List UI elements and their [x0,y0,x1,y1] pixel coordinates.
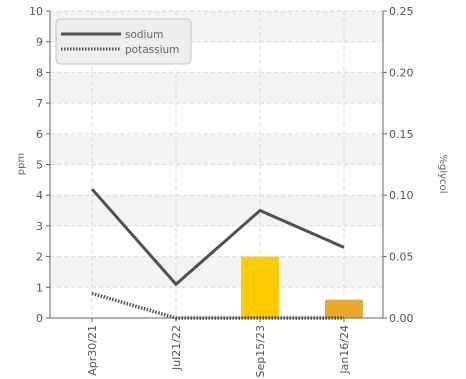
legend: sodium potassium [55,18,192,65]
y-tick-label: 7 [36,97,43,110]
y2-tick-label: 0.15 [389,128,414,141]
y-tick-label: 3 [36,220,43,233]
y-tick-label: 2 [36,251,43,264]
y-tick-label: 6 [36,128,43,141]
grid-band [50,133,383,165]
x-tick-label: Sep15/23 [254,325,267,377]
x-tick-label: Apr30/21 [86,325,99,376]
tick-labels: 0 1 2 3 4 5 6 7 8 9 10 0.00 0.05 0.10 0.15 0.20 0.25 Apr3… [29,5,414,377]
bar-jan16-24 [325,299,363,318]
y2-axis-title: %glycol [437,155,448,194]
y-axis-title: ppm [16,153,27,175]
legend-label-potassium: potassium [125,44,179,56]
y-tick-label: 8 [36,66,43,79]
y-tick-label: 5 [36,159,43,172]
series-line-sodium [90,188,345,286]
legend-label-sodium: sodium [125,29,163,41]
y-tick-label: 9 [36,36,43,49]
bar-sep15-23 [241,256,279,318]
legend-box [55,18,192,65]
y2-tick-label: 0.25 [389,5,414,18]
x-tick-label: Jul21/22 [170,325,183,371]
y-tick-label: 1 [36,281,43,294]
series-lines [90,188,345,320]
axes [46,10,387,322]
y-tick-label: 4 [36,189,43,202]
x-tick-label: Jan16/24 [338,325,351,375]
y2-tick-label: 0.00 [389,312,414,325]
y-tick-label: 0 [36,312,43,325]
y2-tick-label: 0.10 [389,189,414,202]
glycol-bars [241,256,363,318]
grid-band [50,195,383,226]
y-tick-label: 10 [29,5,43,18]
grid-band [50,72,383,104]
y2-tick-label: 0.20 [389,66,414,79]
grid-band [50,256,383,288]
series-line-potassium [91,291,344,320]
y2-tick-label: 0.05 [389,251,414,264]
